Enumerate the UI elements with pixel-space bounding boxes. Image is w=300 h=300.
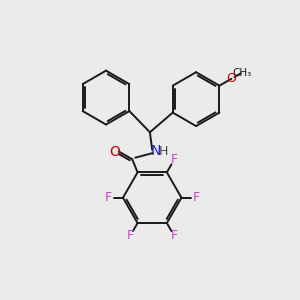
Text: CH₃: CH₃ [232, 68, 252, 78]
Text: F: F [127, 229, 134, 242]
Text: H: H [158, 145, 168, 158]
Text: F: F [171, 153, 178, 166]
Text: N: N [151, 144, 161, 158]
Text: F: F [105, 191, 112, 204]
Text: O: O [110, 145, 120, 158]
Text: F: F [193, 191, 200, 204]
Text: O: O [226, 72, 236, 85]
Text: F: F [171, 229, 178, 242]
